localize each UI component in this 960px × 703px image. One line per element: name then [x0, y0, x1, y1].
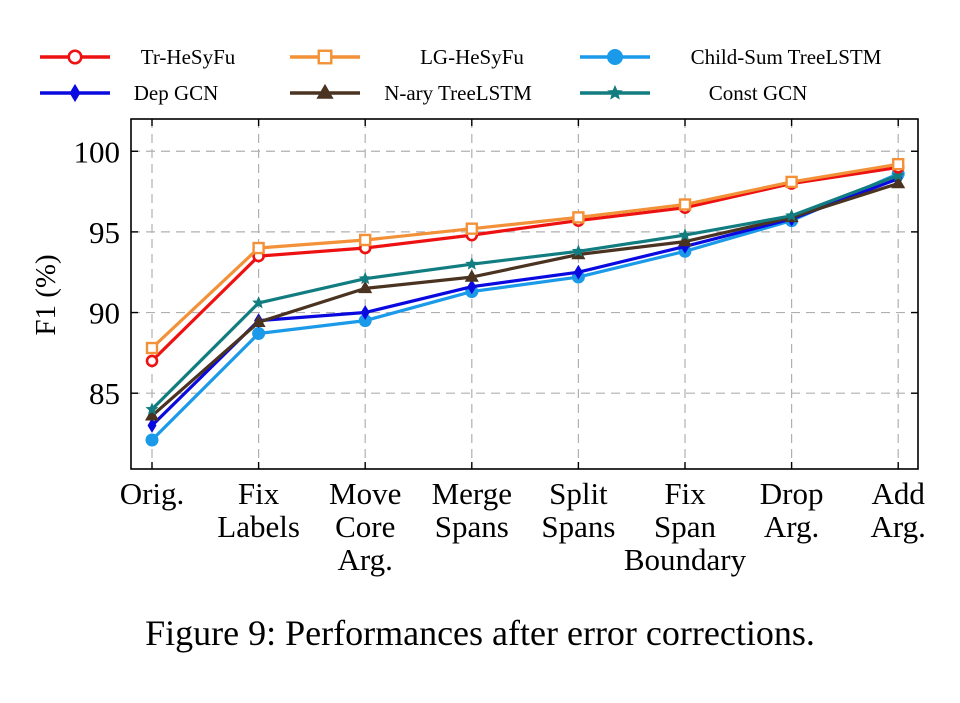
x-tick-label: Move Core Arg. — [329, 476, 401, 577]
x-tick-label: Add Arg. — [870, 476, 925, 544]
star-marker — [785, 208, 799, 222]
square-marker — [252, 241, 265, 255]
star-marker — [891, 168, 905, 181]
legend-label: Dep GCN — [134, 81, 219, 105]
series — [144, 157, 906, 447]
dot-marker — [252, 327, 266, 341]
diamond-marker — [573, 264, 583, 280]
series-lg-hesyfu — [145, 157, 905, 355]
triangle-marker — [358, 280, 373, 294]
x-tick-label: Merge Spans — [432, 476, 512, 544]
legend-entry: Tr-HeSyFu — [40, 45, 236, 69]
dot-marker — [145, 433, 159, 447]
diamond-marker — [69, 83, 81, 103]
y-axis-label: F1 (%) — [30, 254, 62, 335]
legend-label: Tr-HeSyFu — [141, 45, 236, 69]
x-tick-label: Drop Arg. — [760, 476, 824, 544]
triangle-marker — [464, 269, 479, 282]
legend-label: LG-HeSyFu — [420, 45, 524, 69]
legend-entry: LG-HeSyFu — [290, 45, 524, 69]
y-tick-label: 90 — [89, 296, 120, 331]
diamond-marker — [147, 417, 157, 433]
diamond-marker — [360, 305, 370, 321]
star-marker — [571, 244, 585, 257]
series-line — [150, 165, 899, 363]
legend: Tr-HeSyFu LG-HeSyFu Child-Sum TreeLSTM Dep … — [40, 45, 882, 105]
star-marker — [607, 84, 623, 100]
triangle-marker — [316, 83, 334, 99]
figure-caption: Figure 9: Performances after error corre… — [145, 613, 815, 653]
circle-marker — [67, 49, 83, 65]
legend-entry: N-ary TreeLSTM — [290, 81, 532, 105]
triangle-marker — [144, 408, 160, 421]
legend-entry: Dep GCN — [40, 81, 218, 105]
star-marker — [252, 296, 266, 309]
square-marker — [145, 341, 159, 355]
square-marker — [572, 211, 585, 224]
y-tick-label: 100 — [74, 134, 121, 169]
series-child-sum-treelstm — [145, 167, 905, 447]
star-marker — [145, 402, 159, 415]
legend-label: N-ary TreeLSTM — [384, 81, 532, 105]
x-tick-label: Fix Labels — [217, 476, 300, 544]
y-tick-label: 95 — [89, 215, 120, 250]
legend-entry: Const GCN — [580, 81, 807, 105]
circle-marker — [145, 354, 159, 368]
series-line — [150, 172, 899, 442]
series-line — [150, 177, 899, 427]
square-marker — [317, 49, 333, 65]
legend-label: Const GCN — [709, 81, 808, 105]
star-marker — [358, 271, 372, 285]
square-marker — [892, 157, 905, 171]
diamond-marker — [467, 279, 477, 295]
plot-frame — [130, 118, 919, 470]
legend-entry: Child-Sum TreeLSTM — [580, 45, 882, 69]
triangle-marker — [891, 176, 906, 189]
square-marker — [678, 198, 692, 211]
star-marker — [678, 228, 692, 241]
triangle-marker — [677, 234, 693, 247]
series-line — [150, 162, 899, 350]
x-tick-label: Split Spans — [541, 476, 615, 544]
series-line — [150, 174, 899, 411]
legend-label: Child-Sum TreeLSTM — [691, 45, 882, 69]
x-tick-label: Orig. — [120, 476, 185, 511]
series-const-gcn — [145, 168, 905, 415]
x-axis-ticks: Orig. Fix Labels Move Core Arg. Merge Spans Spli… — [120, 119, 926, 577]
star-marker — [465, 257, 479, 270]
dot-marker — [607, 49, 623, 65]
y-tick-label: 85 — [89, 376, 120, 411]
square-marker — [465, 222, 478, 235]
triangle-marker — [251, 314, 266, 327]
square-marker — [359, 233, 372, 247]
square-marker — [785, 175, 798, 189]
grid — [131, 119, 918, 469]
x-tick-label: Fix Span Boundary — [624, 476, 747, 577]
series-line — [150, 181, 899, 418]
y-axis-ticks: 85 90 95 100 — [74, 134, 918, 411]
